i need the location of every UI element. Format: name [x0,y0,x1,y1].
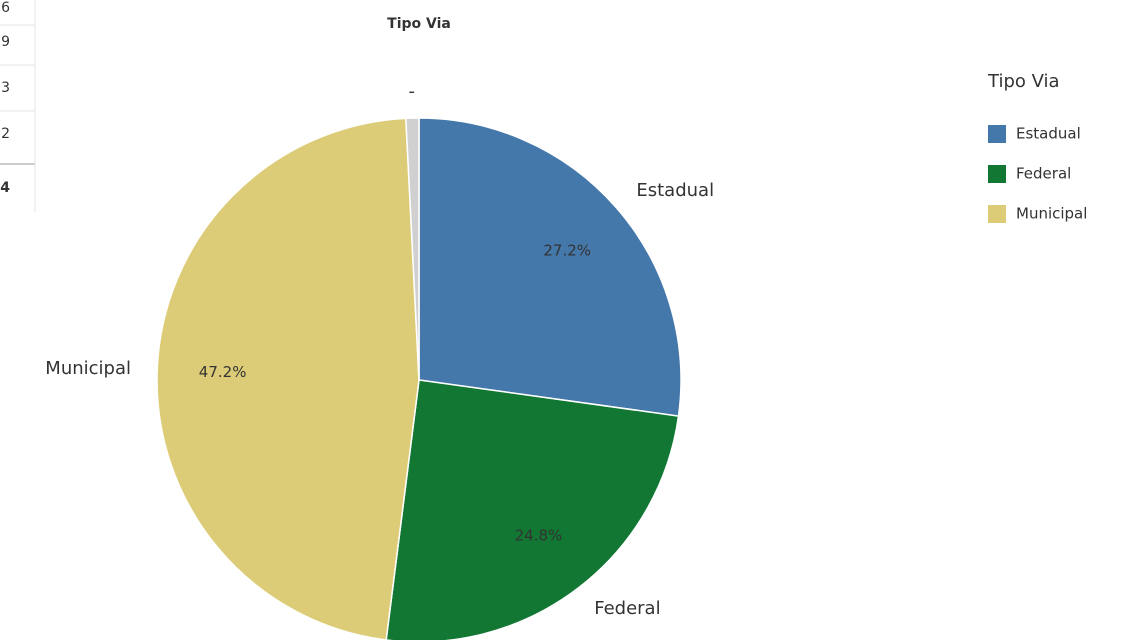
table-cell: 2 [1,126,10,142]
value-label: 24.8% [515,527,563,545]
table-cell: 6 [1,0,10,16]
legend-label: Municipal [1016,205,1087,223]
pie-slice [385,379,680,640]
table-cell: 3 [1,80,10,96]
table-cell: 9 [1,34,10,50]
legend-swatch [988,205,1006,223]
legend-swatch [988,125,1006,143]
legend-title: Tipo Via [987,71,1060,92]
pie-slice [405,117,420,381]
value-label: 27.2% [543,241,591,259]
chart-title: Tipo Via [387,16,451,32]
slice-label: - [409,81,416,102]
legend-label: Federal [1016,165,1071,183]
pie-slice [418,117,682,417]
slice-label: Municipal [45,358,131,379]
slice-label: Federal [594,598,660,619]
value-label: 47.2% [199,363,247,381]
pie-slice [156,117,420,640]
legend-label: Estadual [1016,125,1081,143]
legend-swatch [988,165,1006,183]
table-cell: 4 [0,180,10,196]
slice-label: Estadual [636,180,714,201]
